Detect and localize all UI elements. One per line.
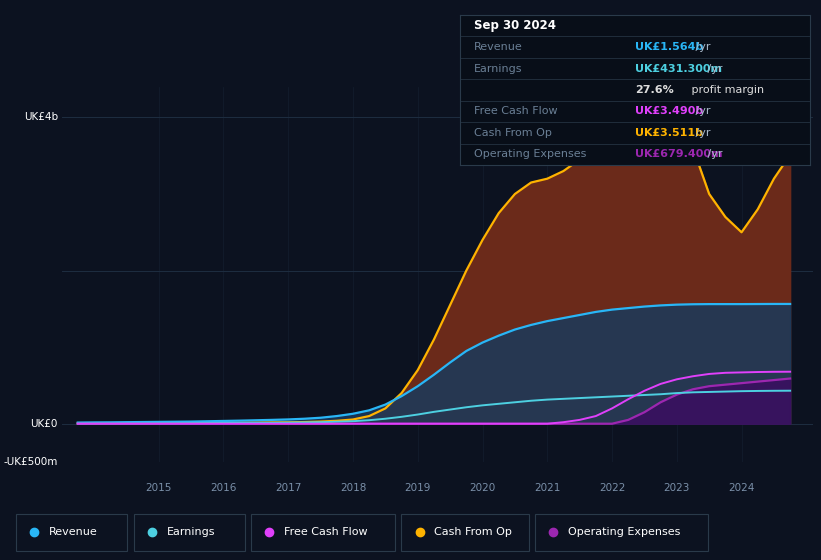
Text: 2016: 2016 [210, 483, 236, 493]
Bar [16, 514, 127, 551]
Text: Cash From Op: Cash From Op [434, 527, 512, 537]
Text: 2023: 2023 [663, 483, 690, 493]
Text: Operating Expenses: Operating Expenses [568, 527, 681, 537]
Text: /yr: /yr [704, 150, 722, 159]
Bar [134, 514, 245, 551]
Text: UK£679.400m: UK£679.400m [635, 150, 722, 159]
Text: 2015: 2015 [145, 483, 172, 493]
Text: UK£3.511b: UK£3.511b [635, 128, 703, 138]
Text: /yr: /yr [692, 106, 710, 116]
Text: UK£4b: UK£4b [24, 113, 57, 123]
Text: 2017: 2017 [275, 483, 301, 493]
Text: 2020: 2020 [470, 483, 496, 493]
Text: Cash From Op: Cash From Op [474, 128, 552, 138]
Text: /yr: /yr [704, 64, 722, 73]
Bar [251, 514, 395, 551]
Text: -UK£500m: -UK£500m [3, 457, 57, 467]
Text: /yr: /yr [692, 42, 710, 52]
Text: profit margin: profit margin [687, 85, 764, 95]
Bar [535, 514, 708, 551]
Text: 2018: 2018 [340, 483, 366, 493]
Text: Operating Expenses: Operating Expenses [474, 150, 586, 159]
Bar [401, 514, 529, 551]
Text: 2021: 2021 [534, 483, 561, 493]
Text: 27.6%: 27.6% [635, 85, 674, 95]
Text: Revenue: Revenue [474, 42, 523, 52]
Text: Earnings: Earnings [474, 64, 522, 73]
Text: /yr: /yr [692, 128, 710, 138]
Text: UK£1.564b: UK£1.564b [635, 42, 704, 52]
Text: 2019: 2019 [405, 483, 431, 493]
Text: 2024: 2024 [728, 483, 754, 493]
Text: UK£431.300m: UK£431.300m [635, 64, 722, 73]
Text: Revenue: Revenue [49, 527, 98, 537]
Text: Earnings: Earnings [167, 527, 215, 537]
Text: Free Cash Flow: Free Cash Flow [284, 527, 368, 537]
Text: 2022: 2022 [599, 483, 626, 493]
Text: UK£3.490b: UK£3.490b [635, 106, 704, 116]
Text: Free Cash Flow: Free Cash Flow [474, 106, 557, 116]
Text: UK£0: UK£0 [30, 419, 57, 429]
Text: Sep 30 2024: Sep 30 2024 [474, 19, 556, 32]
